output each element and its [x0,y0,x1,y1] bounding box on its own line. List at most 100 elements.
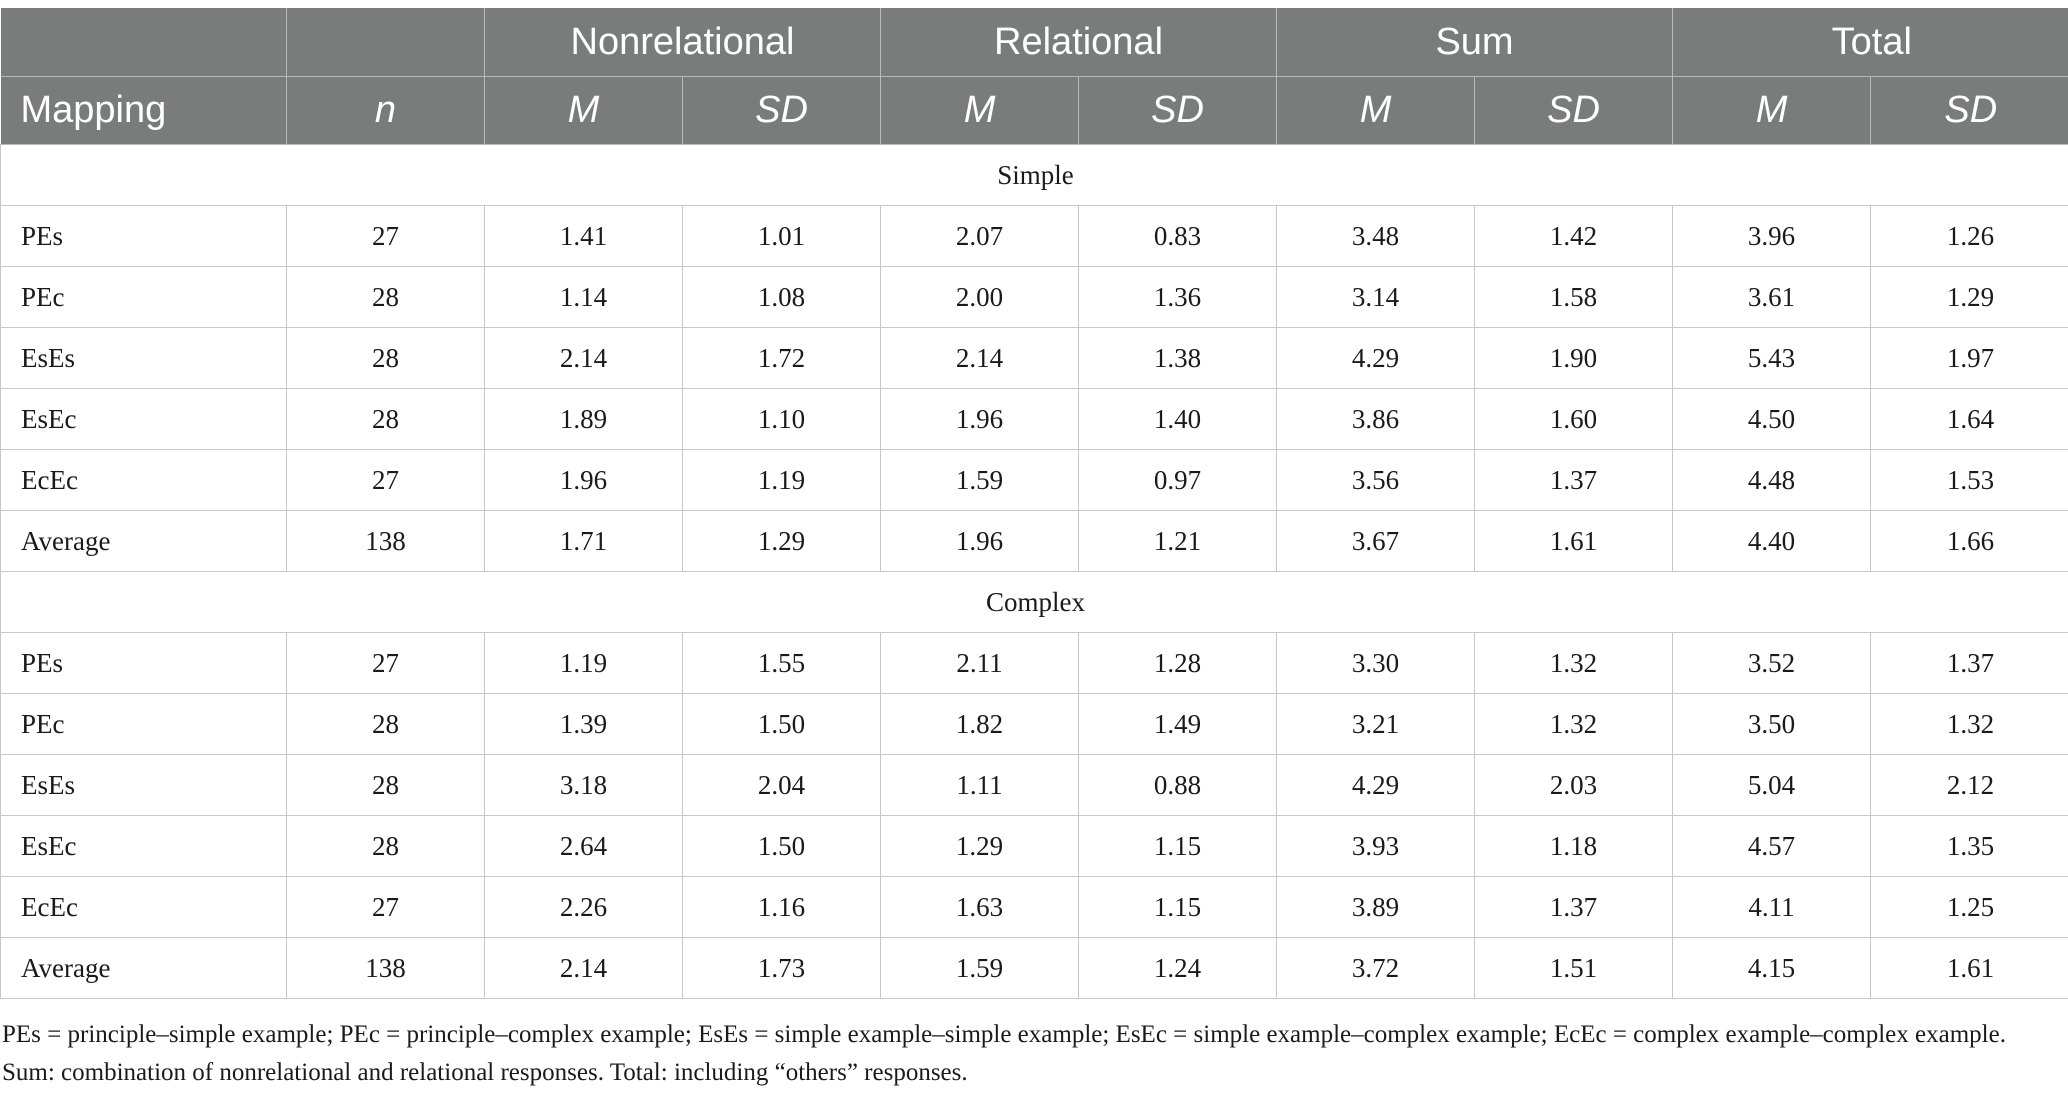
cell-mapping: PEs [0,205,287,267]
header-empty-n [286,8,485,77]
cell-nonrelational-sd: 1.16 [681,876,882,938]
cell-nonrelational-m: 2.14 [484,327,683,389]
cell-total-m: 3.96 [1672,205,1872,267]
cell-mapping: EcEc [0,449,287,511]
cell-nonrelational-sd: 1.72 [681,327,882,389]
cell-mapping: EsEc [0,388,287,450]
header-total-m: M [1672,76,1872,145]
cell-relational-sd: 1.21 [1078,510,1278,572]
cell-sum-m: 3.93 [1276,815,1476,877]
cell-sum-m: 3.56 [1276,449,1476,511]
cell-total-m: 3.52 [1672,632,1872,694]
cell-nonrelational-sd: 1.73 [681,937,882,999]
cell-total-m: 4.15 [1672,937,1872,999]
cell-relational-sd: 1.36 [1078,266,1278,328]
cell-mapping: PEs [0,632,287,694]
cell-relational-m: 1.59 [880,937,1080,999]
cell-total-sd: 1.61 [1870,937,2068,999]
table-footnote: PEs = principle–simple example; PEc = pr… [2,1021,2006,1086]
cell-sum-m: 3.67 [1276,510,1476,572]
table-header: Nonrelational Relational Sum Total Mappi… [0,8,2068,145]
cell-nonrelational-m: 1.96 [484,449,683,511]
cell-relational-sd: 1.24 [1078,937,1278,999]
cell-sum-sd: 1.37 [1474,449,1674,511]
section-title: Complex [0,571,2068,633]
cell-total-sd: 1.26 [1870,205,2068,267]
cell-nonrelational-m: 2.14 [484,937,683,999]
cell-sum-sd: 1.32 [1474,693,1674,755]
cell-n: 28 [286,754,485,816]
cell-relational-sd: 1.15 [1078,876,1278,938]
cell-nonrelational-sd: 1.55 [681,632,882,694]
cell-mapping: EsEc [0,815,287,877]
cell-relational-m: 1.59 [880,449,1080,511]
cell-nonrelational-m: 2.64 [484,815,683,877]
cell-mapping: EsEs [0,754,287,816]
cell-nonrelational-m: 2.26 [484,876,683,938]
cell-total-m: 3.61 [1672,266,1872,328]
results-table: Nonrelational Relational Sum Total Mappi… [0,8,2068,999]
table-row: PEc 28 1.39 1.50 1.82 1.49 3.21 1.32 3.50 1.32 [0,693,2068,755]
cell-sum-sd: 1.90 [1474,327,1674,389]
cell-relational-m: 2.14 [880,327,1080,389]
cell-nonrelational-sd: 1.50 [681,815,882,877]
cell-relational-m: 1.96 [880,510,1080,572]
cell-total-m: 4.40 [1672,510,1872,572]
header-group-nonrelational: Nonrelational [484,8,882,77]
cell-sum-m: 3.72 [1276,937,1476,999]
header-sum-sd: SD [1474,76,1674,145]
cell-sum-sd: 1.51 [1474,937,1674,999]
cell-sum-m: 3.48 [1276,205,1476,267]
table-row: EcEc 27 2.26 1.16 1.63 1.15 3.89 1.37 4.11 1.25 [0,876,2068,938]
header-total-sd: SD [1870,76,2068,145]
cell-sum-sd: 1.37 [1474,876,1674,938]
table-body: Simple PEs 27 1.41 1.01 2.07 0.83 3.48 1.42 3.96 1… [0,144,2068,999]
results-table-container: Nonrelational Relational Sum Total Mappi… [0,8,2068,999]
cell-n: 28 [286,693,485,755]
cell-relational-m: 2.07 [880,205,1080,267]
header-sum-m: M [1276,76,1476,145]
cell-sum-sd: 2.03 [1474,754,1674,816]
cell-sum-sd: 1.61 [1474,510,1674,572]
cell-sum-sd: 1.58 [1474,266,1674,328]
cell-sum-sd: 1.42 [1474,205,1674,267]
cell-total-sd: 1.66 [1870,510,2068,572]
cell-mapping: PEc [0,266,287,328]
cell-total-sd: 1.37 [1870,632,2068,694]
cell-n: 138 [286,510,485,572]
cell-relational-sd: 1.15 [1078,815,1278,877]
cell-total-sd: 1.53 [1870,449,2068,511]
cell-nonrelational-m: 1.14 [484,266,683,328]
cell-sum-m: 3.86 [1276,388,1476,450]
table-row: EsEc 28 1.89 1.10 1.96 1.40 3.86 1.60 4.50 1.64 [0,388,2068,450]
header-group-relational: Relational [880,8,1278,77]
cell-relational-m: 1.82 [880,693,1080,755]
cell-n: 28 [286,815,485,877]
cell-total-m: 4.48 [1672,449,1872,511]
cell-relational-m: 1.96 [880,388,1080,450]
cell-relational-m: 2.11 [880,632,1080,694]
cell-sum-sd: 1.18 [1474,815,1674,877]
cell-mapping: Average [0,937,287,999]
cell-mapping: Average [0,510,287,572]
cell-n: 138 [286,937,485,999]
cell-total-sd: 2.12 [1870,754,2068,816]
cell-nonrelational-m: 1.71 [484,510,683,572]
cell-n: 28 [286,327,485,389]
cell-relational-m: 2.00 [880,266,1080,328]
cell-relational-sd: 0.83 [1078,205,1278,267]
section-row: Simple [0,144,2068,206]
cell-sum-m: 4.29 [1276,327,1476,389]
cell-sum-m: 3.21 [1276,693,1476,755]
cell-relational-sd: 1.49 [1078,693,1278,755]
cell-nonrelational-sd: 1.50 [681,693,882,755]
cell-relational-m: 1.11 [880,754,1080,816]
table-row: EsEs 28 3.18 2.04 1.11 0.88 4.29 2.03 5.04 2.12 [0,754,2068,816]
cell-total-sd: 1.32 [1870,693,2068,755]
cell-sum-m: 3.30 [1276,632,1476,694]
cell-n: 28 [286,388,485,450]
header-relational-sd: SD [1078,76,1278,145]
cell-total-sd: 1.25 [1870,876,2068,938]
cell-total-sd: 1.29 [1870,266,2068,328]
header-empty-mapping [0,8,287,77]
